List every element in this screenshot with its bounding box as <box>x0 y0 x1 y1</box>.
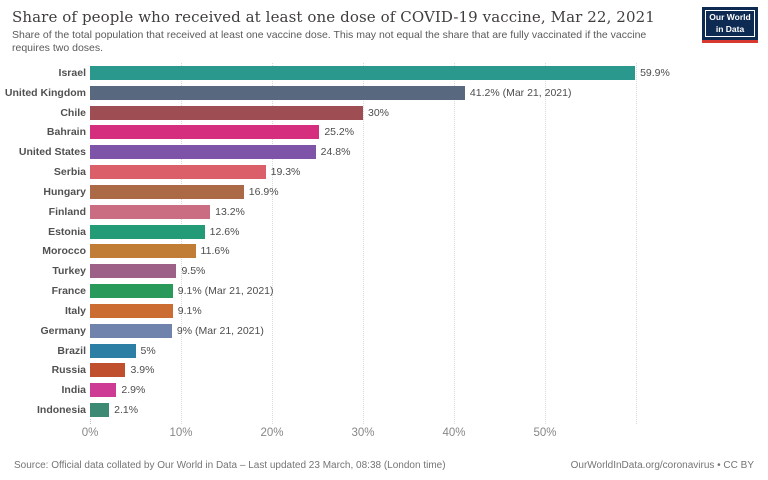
axis-tick-label: 40% <box>442 427 466 439</box>
owid-logo-line1: Our World <box>709 12 751 23</box>
country-label: Germany <box>40 324 86 337</box>
country-label: Indonesia <box>36 403 86 416</box>
plot-area: Israel 59.9% United Kingdom 41.2% (Mar 21, … <box>0 63 768 424</box>
value-label: 2.1% <box>114 403 139 416</box>
value-label: 9.1% (Mar 21, 2021) <box>177 285 274 298</box>
value-label: 59.9% <box>640 66 670 79</box>
source-note: Source: Official data collated by Our Wo… <box>14 460 446 471</box>
country-label: Estonia <box>48 225 86 238</box>
bar[interactable] <box>90 303 173 318</box>
value-label: 12.6% <box>209 225 240 238</box>
country-label: France <box>51 285 86 298</box>
country-label: Israel <box>58 66 86 79</box>
country-label: Italy <box>64 304 86 317</box>
country-label: India <box>61 384 86 397</box>
gridline <box>272 63 273 424</box>
bar-row: Estonia 12.6% <box>0 222 768 242</box>
bar[interactable] <box>90 105 363 120</box>
page-title: Share of people who received at least on… <box>12 8 655 26</box>
owid-logo[interactable]: Our World in Data <box>702 7 758 43</box>
bar-row: France 9.1% (Mar 21, 2021) <box>0 281 768 301</box>
country-label: Chile <box>60 106 86 119</box>
value-label: 9% (Mar 21, 2021) <box>176 324 264 337</box>
country-label: Hungary <box>43 185 86 198</box>
bar[interactable] <box>90 224 205 239</box>
axis-tick-label: 50% <box>533 427 557 439</box>
bar-row: Morocco 11.6% <box>0 241 768 261</box>
bar-row: Italy 9.1% <box>0 301 768 321</box>
page-subtitle: Share of the total population that recei… <box>12 29 647 54</box>
country-label: United States <box>18 146 86 159</box>
bar-row: Germany 9% (Mar 21, 2021) <box>0 321 768 341</box>
bar-row: Turkey 9.5% <box>0 261 768 281</box>
country-label: Bahrain <box>46 126 86 139</box>
value-label: 3.9% <box>130 364 155 377</box>
gridline <box>545 63 546 424</box>
value-label: 9.5% <box>181 265 206 278</box>
bar[interactable] <box>90 65 636 80</box>
bar-row: Serbia 19.3% <box>0 162 768 182</box>
value-label: 25.2% <box>324 126 355 139</box>
bar[interactable] <box>90 165 266 180</box>
bar-row: India 2.9% <box>0 380 768 400</box>
bar[interactable] <box>90 244 196 259</box>
footer: Source: Official data collated by Our Wo… <box>14 460 754 471</box>
bar-row: Russia 3.9% <box>0 360 768 380</box>
value-label: 9.1% <box>177 304 202 317</box>
bar-row: Israel 59.9% <box>0 63 768 83</box>
bar[interactable] <box>90 402 110 417</box>
country-label: United Kingdom <box>4 86 86 99</box>
value-label: 11.6% <box>200 245 230 258</box>
bar[interactable] <box>90 264 177 279</box>
axis-tick <box>90 419 91 424</box>
bar-row: Chile 30% <box>0 103 768 123</box>
country-label: Finland <box>48 205 86 218</box>
axis-tick-label: 10% <box>169 427 193 439</box>
bar-row: Indonesia 2.1% <box>0 400 768 420</box>
country-label: Brazil <box>57 344 86 357</box>
bar[interactable] <box>90 363 126 378</box>
bar[interactable] <box>90 125 320 140</box>
bar-row: Bahrain 25.2% <box>0 122 768 142</box>
axis-tick-label: 30% <box>351 427 375 439</box>
bar[interactable] <box>90 383 117 398</box>
owid-logo-stripe <box>702 40 758 43</box>
country-label: Morocco <box>42 245 86 258</box>
bar[interactable] <box>90 145 316 160</box>
value-label: 41.2% (Mar 21, 2021) <box>469 86 572 99</box>
bar-rows: Israel 59.9% United Kingdom 41.2% (Mar 21, … <box>0 63 768 420</box>
axis-tick-label: 0% <box>81 427 99 439</box>
bar[interactable] <box>90 184 244 199</box>
bar[interactable] <box>90 204 211 219</box>
gridline <box>181 63 182 424</box>
value-label: 30% <box>368 106 390 119</box>
value-label: 24.8% <box>320 146 351 159</box>
value-label: 2.9% <box>121 384 146 397</box>
value-label: 5% <box>140 344 156 357</box>
gridline <box>454 63 455 424</box>
country-label: Russia <box>51 364 86 377</box>
axis-tick-label: 20% <box>260 427 284 439</box>
value-label: 19.3% <box>270 166 301 179</box>
bar[interactable] <box>90 343 136 358</box>
bar-row: Hungary 16.9% <box>0 182 768 202</box>
bar-row: United Kingdom 41.2% (Mar 21, 2021) <box>0 83 768 103</box>
owid-logo-line2: in Data <box>715 23 745 34</box>
value-label: 13.2% <box>215 205 245 218</box>
bar[interactable] <box>90 284 173 299</box>
gridline <box>363 63 364 424</box>
country-label: Serbia <box>53 166 86 179</box>
country-label: Turkey <box>52 265 86 278</box>
bar[interactable] <box>90 85 465 100</box>
owid-logo-text: Our World in Data <box>705 10 755 37</box>
footer-link[interactable]: OurWorldInData.org/coronavirus • CC BY <box>570 460 754 471</box>
bar-row: Brazil 5% <box>0 341 768 361</box>
bar-row: Finland 13.2% <box>0 202 768 222</box>
bar-row: United States 24.8% <box>0 142 768 162</box>
gridline <box>636 63 637 424</box>
value-label: 16.9% <box>248 185 279 198</box>
bar[interactable] <box>90 323 172 338</box>
